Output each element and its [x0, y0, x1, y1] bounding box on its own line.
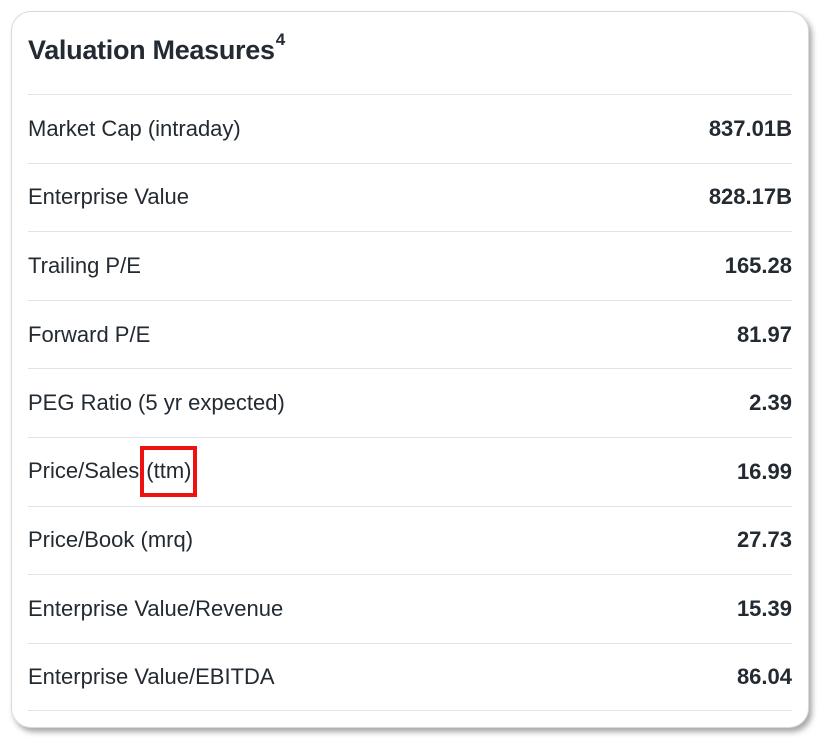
row-label: Enterprise Value/EBITDA	[28, 664, 275, 690]
row-value: 86.04	[736, 664, 792, 690]
table-row-enterprise-value: Enterprise Value 828.17B	[28, 162, 792, 232]
highlighted-ttm-box: (ttm)	[140, 446, 198, 498]
table-row-peg-ratio: PEG Ratio (5 yr expected) 2.39	[28, 368, 792, 437]
row-label: Enterprise Value	[28, 184, 190, 210]
valuation-table: Market Cap (intraday) 837.01B Enterprise…	[28, 94, 792, 712]
footnote-marker[interactable]: 4	[275, 30, 285, 49]
row-value: 837.01B	[708, 115, 792, 141]
table-row-ev-ebitda: Enterprise Value/EBITDA 86.04	[28, 642, 792, 712]
section-title: Valuation Measures4	[28, 30, 285, 66]
row-label: PEG Ratio (5 yr expected)	[28, 390, 285, 416]
table-row-market-cap: Market Cap (intraday) 837.01B	[28, 94, 792, 163]
section-title-text: Valuation Measures	[28, 35, 275, 65]
table-row-trailing-pe: Trailing P/E 165.28	[28, 231, 792, 300]
table-row-ev-revenue: Enterprise Value/Revenue 15.39	[28, 574, 792, 643]
row-value: 27.73	[736, 527, 792, 553]
table-row-forward-pe: Forward P/E 81.97	[28, 299, 792, 369]
row-value: 81.97	[736, 321, 792, 347]
row-value: 165.28	[724, 252, 792, 278]
valuation-measures-card: Valuation Measures4 Market Cap (intraday…	[11, 11, 809, 728]
row-label: Forward P/E	[28, 321, 151, 347]
row-value: 16.99	[736, 458, 792, 484]
row-value: 2.39	[749, 390, 792, 416]
row-label: Enterprise Value/Revenue	[28, 595, 284, 621]
row-label: Market Cap (intraday)	[28, 115, 241, 141]
row-label-prefix: Price/Sales	[28, 458, 140, 484]
row-label: Price/Book (mrq)	[28, 527, 194, 553]
row-label: Price/Sales (ttm)	[28, 446, 198, 498]
row-label: Trailing P/E	[28, 252, 141, 278]
row-value: 828.17B	[708, 184, 792, 210]
table-row-price-book: Price/Book (mrq) 27.73	[28, 505, 792, 575]
table-row-price-sales: Price/Sales (ttm) 16.99	[28, 436, 792, 506]
row-value: 15.39	[736, 595, 792, 621]
